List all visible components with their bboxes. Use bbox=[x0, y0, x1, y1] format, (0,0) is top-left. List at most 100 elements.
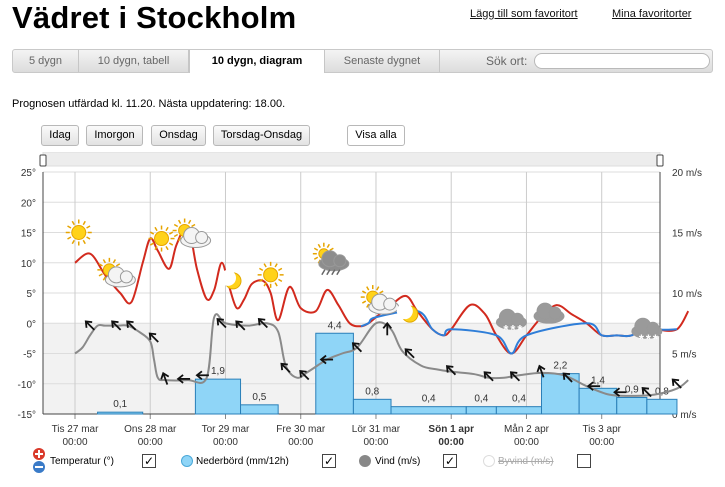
sun-icon bbox=[257, 261, 284, 288]
precip-bar bbox=[240, 404, 279, 415]
wind-arrow-icon bbox=[216, 317, 227, 329]
scroll-handle-right[interactable] bbox=[656, 154, 664, 167]
left-tick-label: -10° bbox=[18, 380, 36, 391]
rain-icon bbox=[312, 242, 350, 276]
chart-legend: Temperatur (°) ✓ Nederbörd (mm/12h) ✓ Vi… bbox=[32, 448, 725, 474]
precip-checkbox[interactable]: ✓ bbox=[322, 454, 336, 468]
tab-bar: 5 dygn 10 dygn, tabell 10 dygn, diagram … bbox=[12, 49, 713, 73]
left-tick-label: 10° bbox=[21, 259, 36, 270]
sun-cloud-icon bbox=[172, 218, 212, 249]
wind-arrow-icon bbox=[586, 381, 601, 391]
left-tick-label: 20° bbox=[21, 198, 36, 209]
legend-temperature-label: Temperatur (°) bbox=[50, 456, 115, 467]
precip-label: 0,1 bbox=[113, 399, 127, 410]
time-label: 00:00 bbox=[363, 437, 388, 448]
gust-legend-swatch bbox=[483, 455, 495, 467]
precip-label: 0,4 bbox=[512, 394, 526, 405]
wind-arrow-icon bbox=[671, 378, 682, 389]
time-label: 00:00 bbox=[213, 437, 238, 448]
search-label: Sök ort: bbox=[486, 54, 528, 68]
precip-bar bbox=[315, 332, 354, 415]
moon-icon bbox=[396, 303, 419, 323]
wind-arrow-icon bbox=[235, 320, 246, 331]
precip-bar bbox=[97, 411, 144, 415]
add-favorite-link[interactable]: Lägg till som favoritort bbox=[470, 8, 578, 20]
tab-last-day[interactable]: Senaste dygnet bbox=[325, 50, 440, 72]
time-label: 00:00 bbox=[62, 437, 87, 448]
right-tick-label: 5 m/s bbox=[672, 350, 696, 361]
plot-area-above-zero bbox=[43, 172, 660, 324]
day-label: Lör 31 mar bbox=[352, 424, 401, 435]
wind-checkbox[interactable]: ✓ bbox=[443, 454, 457, 468]
svg-text:*: * bbox=[517, 322, 523, 337]
precip-label: 0,9 bbox=[625, 384, 639, 395]
wind-arrow-icon bbox=[509, 371, 521, 382]
wind-arrow-icon bbox=[280, 362, 291, 373]
wind-arrow-icon bbox=[148, 332, 159, 343]
precip-label: 0,5 bbox=[252, 392, 266, 403]
day-label: Tor 29 mar bbox=[202, 424, 250, 435]
tab-10-days-table[interactable]: 10 dygn, tabell bbox=[79, 50, 189, 72]
wind-arrow-icon bbox=[562, 372, 573, 383]
day-label: Tis 27 mar bbox=[52, 424, 100, 435]
search-input[interactable] bbox=[534, 53, 710, 69]
scroll-handle-left[interactable] bbox=[39, 154, 47, 167]
left-tick-label: 25° bbox=[21, 168, 36, 179]
precip-bar bbox=[465, 406, 497, 415]
wind-arrow-icon bbox=[319, 354, 334, 365]
left-tick-label: 15° bbox=[21, 229, 36, 240]
right-tick-label: 0 m/s bbox=[672, 410, 696, 421]
wind-arrow-icon bbox=[195, 370, 209, 380]
wind-arrow-icon bbox=[84, 320, 95, 331]
precip-label: 1,4 bbox=[591, 375, 605, 386]
forecast-info: Prognosen utfärdad kl. 11.20. Nästa uppd… bbox=[12, 98, 286, 110]
wind-arrow-icon bbox=[536, 364, 546, 378]
precip-legend-swatch bbox=[181, 455, 193, 467]
sun-icon bbox=[148, 225, 175, 252]
snow-icon bbox=[631, 317, 663, 339]
time-label: 00:00 bbox=[589, 437, 614, 448]
tomorrow-button[interactable]: Imorgon bbox=[86, 125, 143, 146]
precip-label: 0,8 bbox=[655, 386, 669, 397]
sun-cloud-icon bbox=[97, 257, 136, 288]
svg-text:*: * bbox=[639, 331, 645, 346]
precip-bar bbox=[495, 406, 543, 415]
temperature-checkbox[interactable]: ✓ bbox=[142, 454, 156, 468]
day-label: Sön 1 apr bbox=[428, 424, 474, 435]
time-label: 00:00 bbox=[514, 437, 539, 448]
day-label: Fre 30 mar bbox=[276, 424, 326, 435]
wind-arrow-icon bbox=[483, 371, 494, 382]
right-tick-label: 20 m/s bbox=[672, 168, 702, 179]
wind-arrow-icon bbox=[351, 342, 363, 353]
legend-precip-label: Nederbörd (mm/12h) bbox=[196, 456, 289, 467]
page-title: Vädret i Stockholm bbox=[12, 0, 297, 35]
sun-cloud-icon bbox=[360, 285, 400, 315]
precip-label: 1,9 bbox=[211, 366, 225, 377]
right-tick-label: 15 m/s bbox=[672, 229, 702, 240]
chart-scroll-band bbox=[42, 152, 661, 167]
weather-chart: 25° 20° 15° 10° 5° 0° -5° -10° -15° 20 m/s 15 m/s 1… bbox=[18, 152, 702, 448]
day-label: Mån 2 apr bbox=[504, 423, 550, 435]
tab-10-days-diagram[interactable]: 10 dygn, diagram bbox=[189, 50, 325, 73]
wind-arrow-icon bbox=[445, 365, 457, 376]
my-favorites-link[interactable]: Mina favoritorter bbox=[612, 8, 692, 20]
zoom-plus-minus-icon[interactable] bbox=[32, 448, 46, 474]
svg-text:*: * bbox=[510, 322, 516, 337]
today-button[interactable]: Idag bbox=[41, 125, 79, 146]
precip-label: 0,8 bbox=[365, 386, 379, 397]
time-label: 00:00 bbox=[438, 437, 464, 448]
precip-label: 0,4 bbox=[422, 394, 436, 405]
gust-checkbox[interactable] bbox=[577, 454, 591, 468]
show-all-button[interactable]: Visa alla bbox=[347, 125, 405, 146]
wind-arrow-icon bbox=[641, 386, 652, 398]
left-tick-label: -15° bbox=[18, 410, 36, 421]
tab-5-days[interactable]: 5 dygn bbox=[13, 50, 79, 72]
left-tick-label: -5° bbox=[23, 350, 36, 361]
precip-label: 0,4 bbox=[474, 394, 488, 405]
wind-arrow-icon bbox=[176, 374, 191, 384]
left-tick-label: 0° bbox=[26, 319, 36, 330]
precip-label: 2,2 bbox=[553, 361, 567, 372]
wednesday-button[interactable]: Onsdag bbox=[151, 125, 206, 146]
thursday-wednesday-button[interactable]: Torsdag-Onsdag bbox=[213, 125, 310, 146]
legend-wind-label: Vind (m/s) bbox=[375, 456, 421, 467]
